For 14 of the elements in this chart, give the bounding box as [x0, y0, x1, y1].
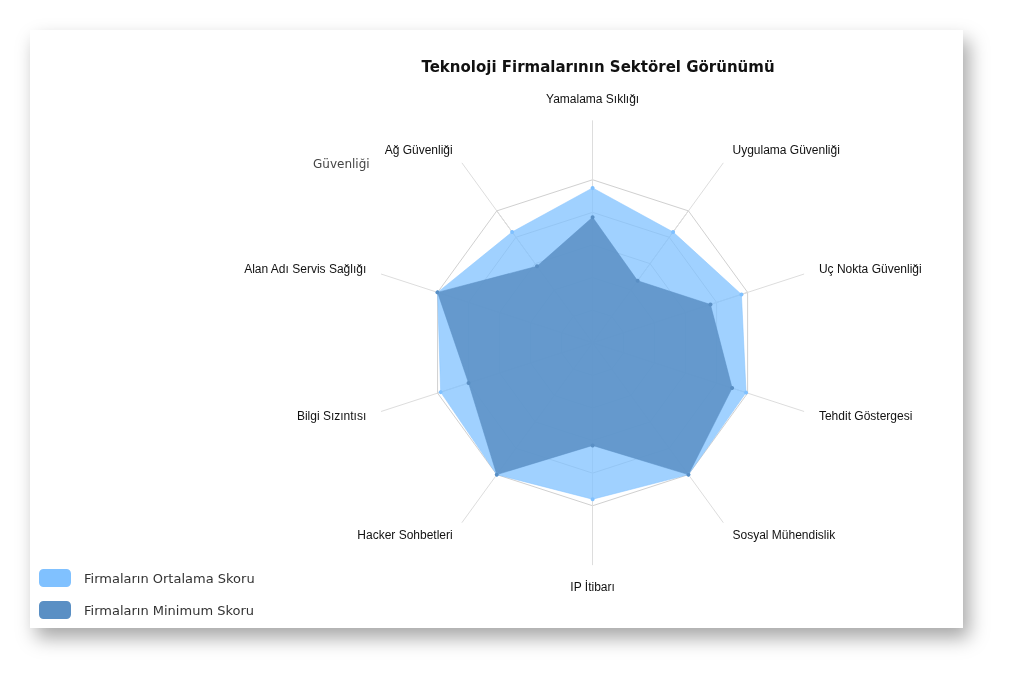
spoke-label: Uç Nokta Güvenliği [818, 262, 922, 277]
spoke-label: Yamalama Sıklığı [546, 91, 640, 106]
legend-label: Firmaların Ortalama Skoru [84, 570, 255, 586]
chart-title: Teknoloji Firmalarının Sektörel Görünümü [421, 57, 775, 76]
text: Güvenliği [313, 157, 370, 171]
spoke-label: Uygulama Güvenliği [732, 143, 840, 158]
spoke-label: Bilgi Sızıntısı [296, 409, 367, 424]
spoke-label: Hacker Sohbetleri [357, 528, 453, 543]
spoke-label: Tehdit Göstergesi [818, 409, 913, 424]
spoke-label: Sosyal Mühendislik [732, 528, 837, 543]
spoke-label: IP İtibarı [570, 579, 615, 594]
spoke-label: Alan Adı Servis Sağlığı [244, 262, 367, 277]
legend-label: Firmaların Minimum Skoru [84, 602, 255, 618]
spoke-label: Ağ Güvenliği [384, 143, 453, 158]
